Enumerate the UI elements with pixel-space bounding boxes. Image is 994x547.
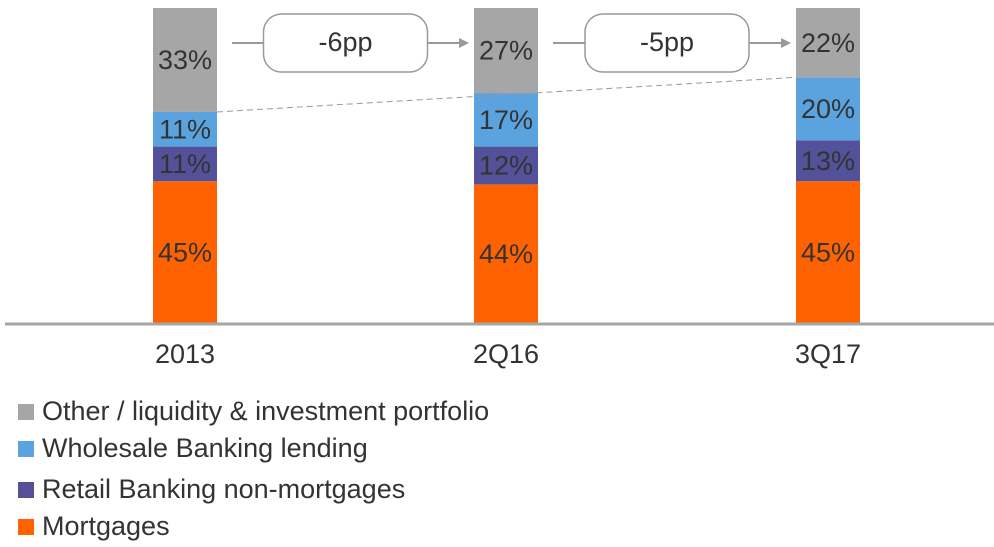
- trend-line: [216, 76, 797, 113]
- x-tick-label: 3Q17: [795, 339, 861, 369]
- data-label: 33%: [158, 45, 212, 75]
- annotation-box: [262, 13, 429, 73]
- data-label: 27%: [479, 36, 533, 66]
- x-tick-label: 2013: [155, 339, 215, 369]
- data-label: 12%: [479, 151, 533, 181]
- data-label: 22%: [801, 28, 855, 58]
- legend-swatch: [18, 519, 34, 535]
- legend-label: Wholesale Banking lending: [42, 433, 368, 463]
- bar-segment: [153, 146, 217, 182]
- annotation: -6pp: [318, 27, 372, 57]
- bar-segment: [474, 8, 538, 94]
- bar-segment: [153, 111, 217, 147]
- data-label: 13%: [801, 146, 855, 176]
- bar-segment: [474, 146, 538, 185]
- bar-segment: [153, 8, 217, 112]
- legend-label: Other / liquidity & investment portfolio: [42, 396, 489, 426]
- legend-label: Retail Banking non-mortgages: [42, 474, 405, 504]
- bar-segment: [474, 93, 538, 147]
- legend-swatch: [18, 482, 34, 498]
- annotation-box: [584, 13, 750, 73]
- bar-segment: [474, 184, 538, 323]
- bar-segment: [796, 8, 860, 78]
- legend-swatch: [18, 404, 34, 420]
- bar-segment: [153, 181, 217, 323]
- bar-segment: [796, 181, 860, 323]
- data-label: 20%: [801, 94, 855, 124]
- data-label: 44%: [479, 239, 533, 269]
- x-tick-label: 2Q16: [473, 339, 539, 369]
- legend-label: Mortgages: [42, 511, 170, 541]
- bar-segment: [796, 77, 860, 141]
- bar-segment: [796, 140, 860, 182]
- data-label: 11%: [159, 114, 211, 144]
- data-label: 45%: [158, 237, 212, 267]
- legend-swatch: [18, 441, 34, 457]
- data-label: 45%: [801, 237, 855, 267]
- data-label: 11%: [159, 149, 211, 179]
- annotation: -5pp: [640, 27, 694, 57]
- data-label: 17%: [479, 105, 533, 135]
